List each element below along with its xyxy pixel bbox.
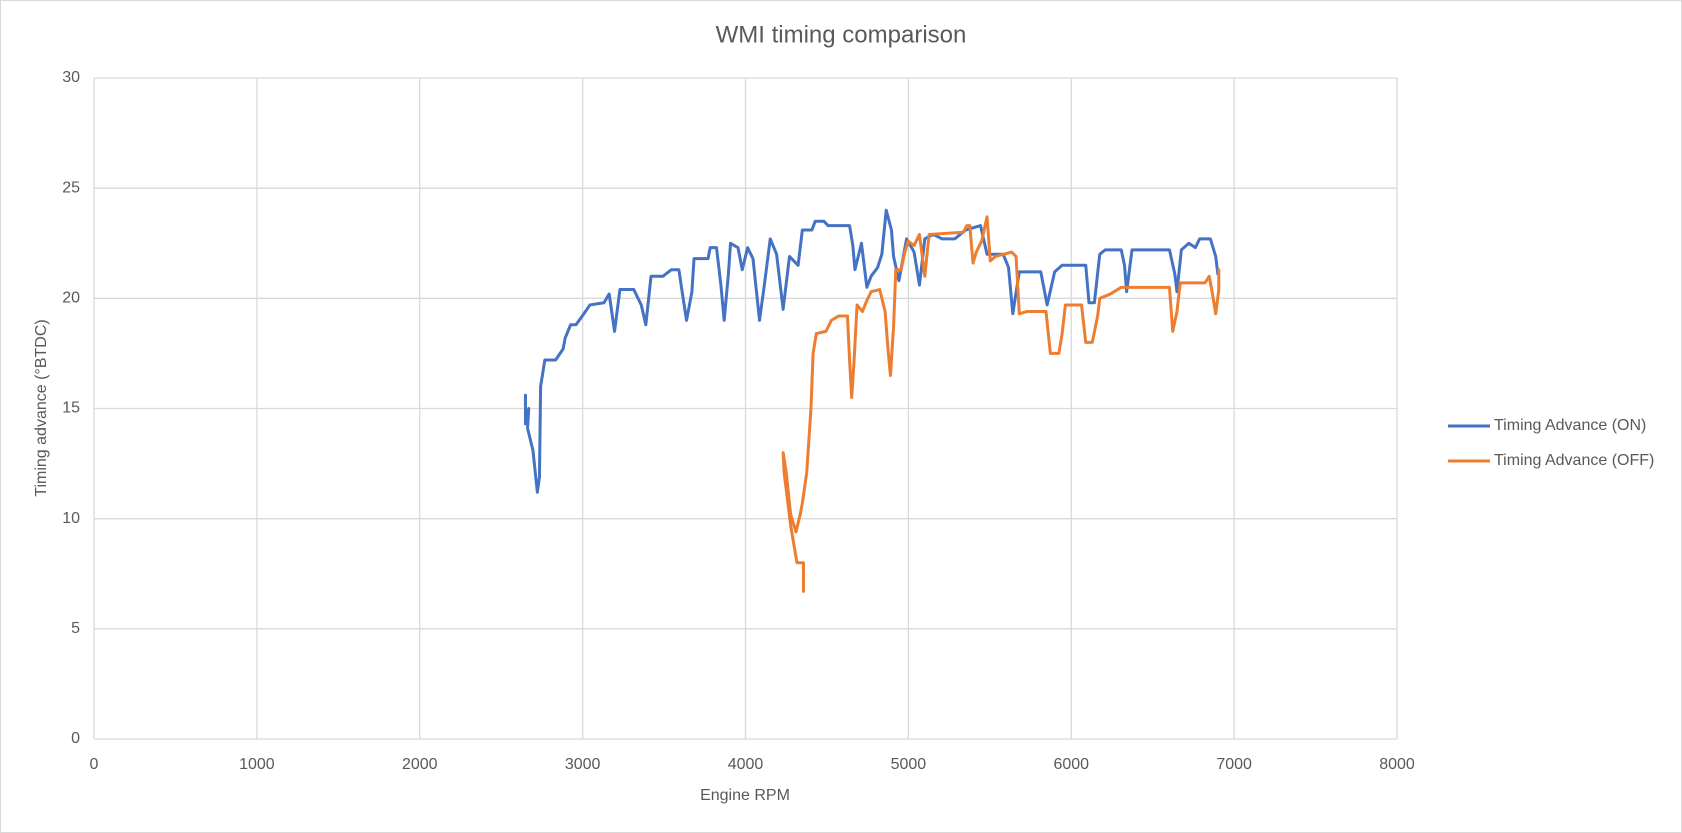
y-tick-label: 5 <box>71 620 80 637</box>
y-tick-label: 25 <box>62 179 80 196</box>
x-tick-label: 5000 <box>891 756 927 773</box>
x-tick-label: 8000 <box>1379 756 1415 773</box>
chart-title: WMI timing comparison <box>716 21 967 48</box>
legend-label: Timing Advance (ON) <box>1494 417 1646 434</box>
data-line <box>781 215 1221 593</box>
y-tick-label: 15 <box>62 400 80 417</box>
y-tick-label: 20 <box>62 290 80 307</box>
x-tick-label: 3000 <box>565 756 601 773</box>
x-tick-label: 7000 <box>1216 756 1252 773</box>
data-line <box>523 208 1220 494</box>
y-tick-label: 10 <box>62 510 80 527</box>
x-tick-label: 0 <box>90 756 99 773</box>
legend-label: Timing Advance (OFF) <box>1494 452 1654 469</box>
y-axis-label: Timing advance (°BTDC) <box>33 319 50 496</box>
y-tick-label: 0 <box>71 730 80 747</box>
x-tick-label: 6000 <box>1053 756 1089 773</box>
x-tick-label: 2000 <box>402 756 438 773</box>
x-axis-label: Engine RPM <box>700 787 790 804</box>
y-tick-label: 30 <box>62 69 80 86</box>
x-tick-label: 1000 <box>239 756 275 773</box>
x-tick-label: 4000 <box>728 756 764 773</box>
